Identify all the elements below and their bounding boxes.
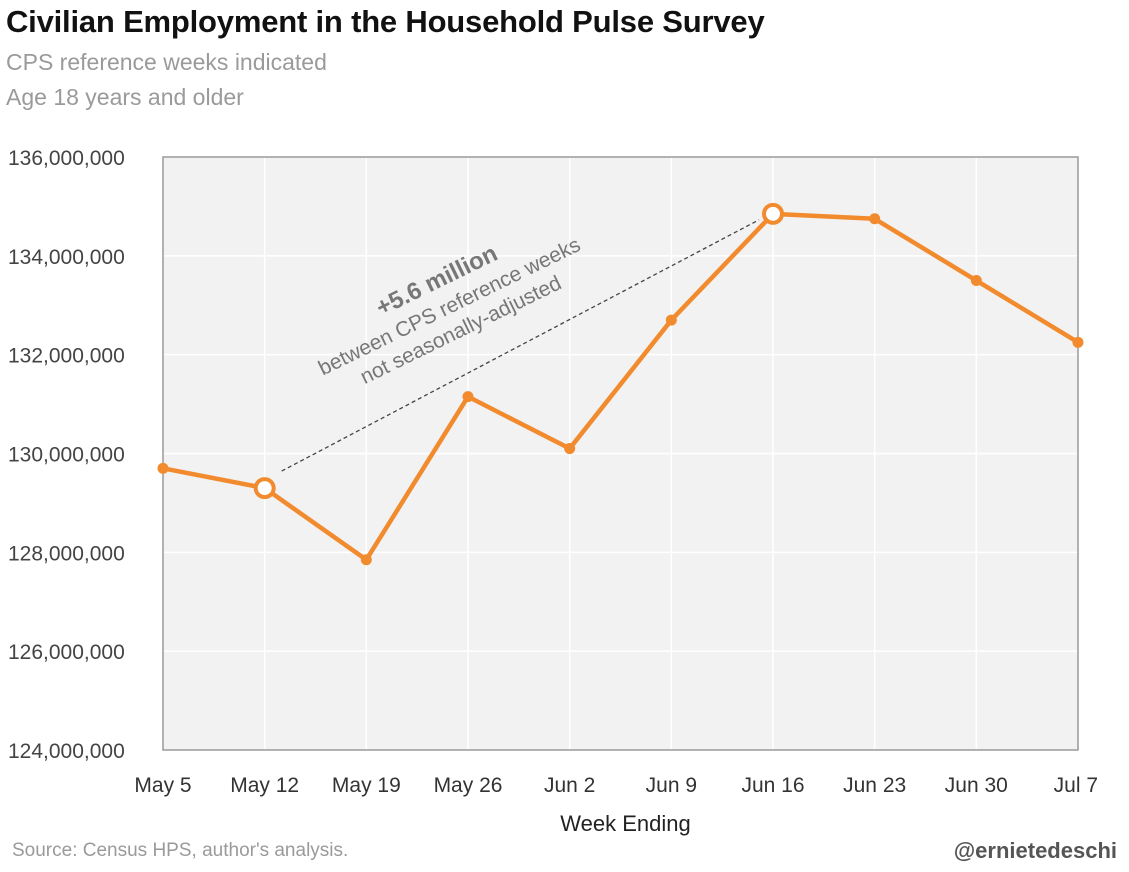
x-tick-label: Jun 23 [843, 774, 906, 797]
x-tick-label: Jun 30 [945, 774, 1008, 797]
chart-subtitle-1: CPS reference weeks indicated [6, 49, 327, 75]
data-point [564, 443, 576, 455]
x-axis-label: Week Ending [560, 811, 690, 836]
y-tick-label: 134,000,000 [8, 246, 125, 269]
y-tick-label: 132,000,000 [8, 345, 125, 368]
author-handle: @ernietedeschi [953, 838, 1117, 863]
source-note: Source: Census HPS, author's analysis. [12, 840, 349, 861]
x-tick-label: May 19 [332, 774, 401, 797]
data-point [869, 213, 881, 225]
annotation-connector [281, 219, 760, 472]
x-tick-label: May 5 [134, 774, 191, 797]
highlight-marker [762, 202, 784, 225]
x-tick-label: Jun 2 [544, 774, 595, 797]
chart-subtitle-2: Age 18 years and older [6, 84, 244, 110]
y-tick-label: 126,000,000 [8, 641, 125, 664]
x-tick-label: May 12 [230, 774, 299, 797]
data-point [360, 554, 372, 566]
chart-title: Civilian Employment in the Household Pul… [6, 4, 765, 39]
series-line [160, 211, 1081, 562]
data-point [665, 314, 677, 326]
x-tick-label: May 26 [434, 774, 503, 797]
data-point [970, 275, 982, 287]
data-point [462, 391, 474, 403]
y-tick-label: 128,000,000 [8, 542, 125, 565]
x-tick-label: Jul 7 [1054, 774, 1098, 797]
y-tick-label: 124,000,000 [8, 740, 125, 763]
plot-frame [162, 156, 1079, 751]
highlight-marker [253, 477, 276, 500]
data-point [157, 462, 169, 474]
x-tick-label: Jun 9 [646, 774, 697, 797]
data-point [1072, 336, 1084, 348]
x-tick-label: Jun 16 [741, 774, 804, 797]
y-tick-label: 130,000,000 [8, 444, 125, 467]
y-tick-label: 136,000,000 [8, 147, 125, 170]
